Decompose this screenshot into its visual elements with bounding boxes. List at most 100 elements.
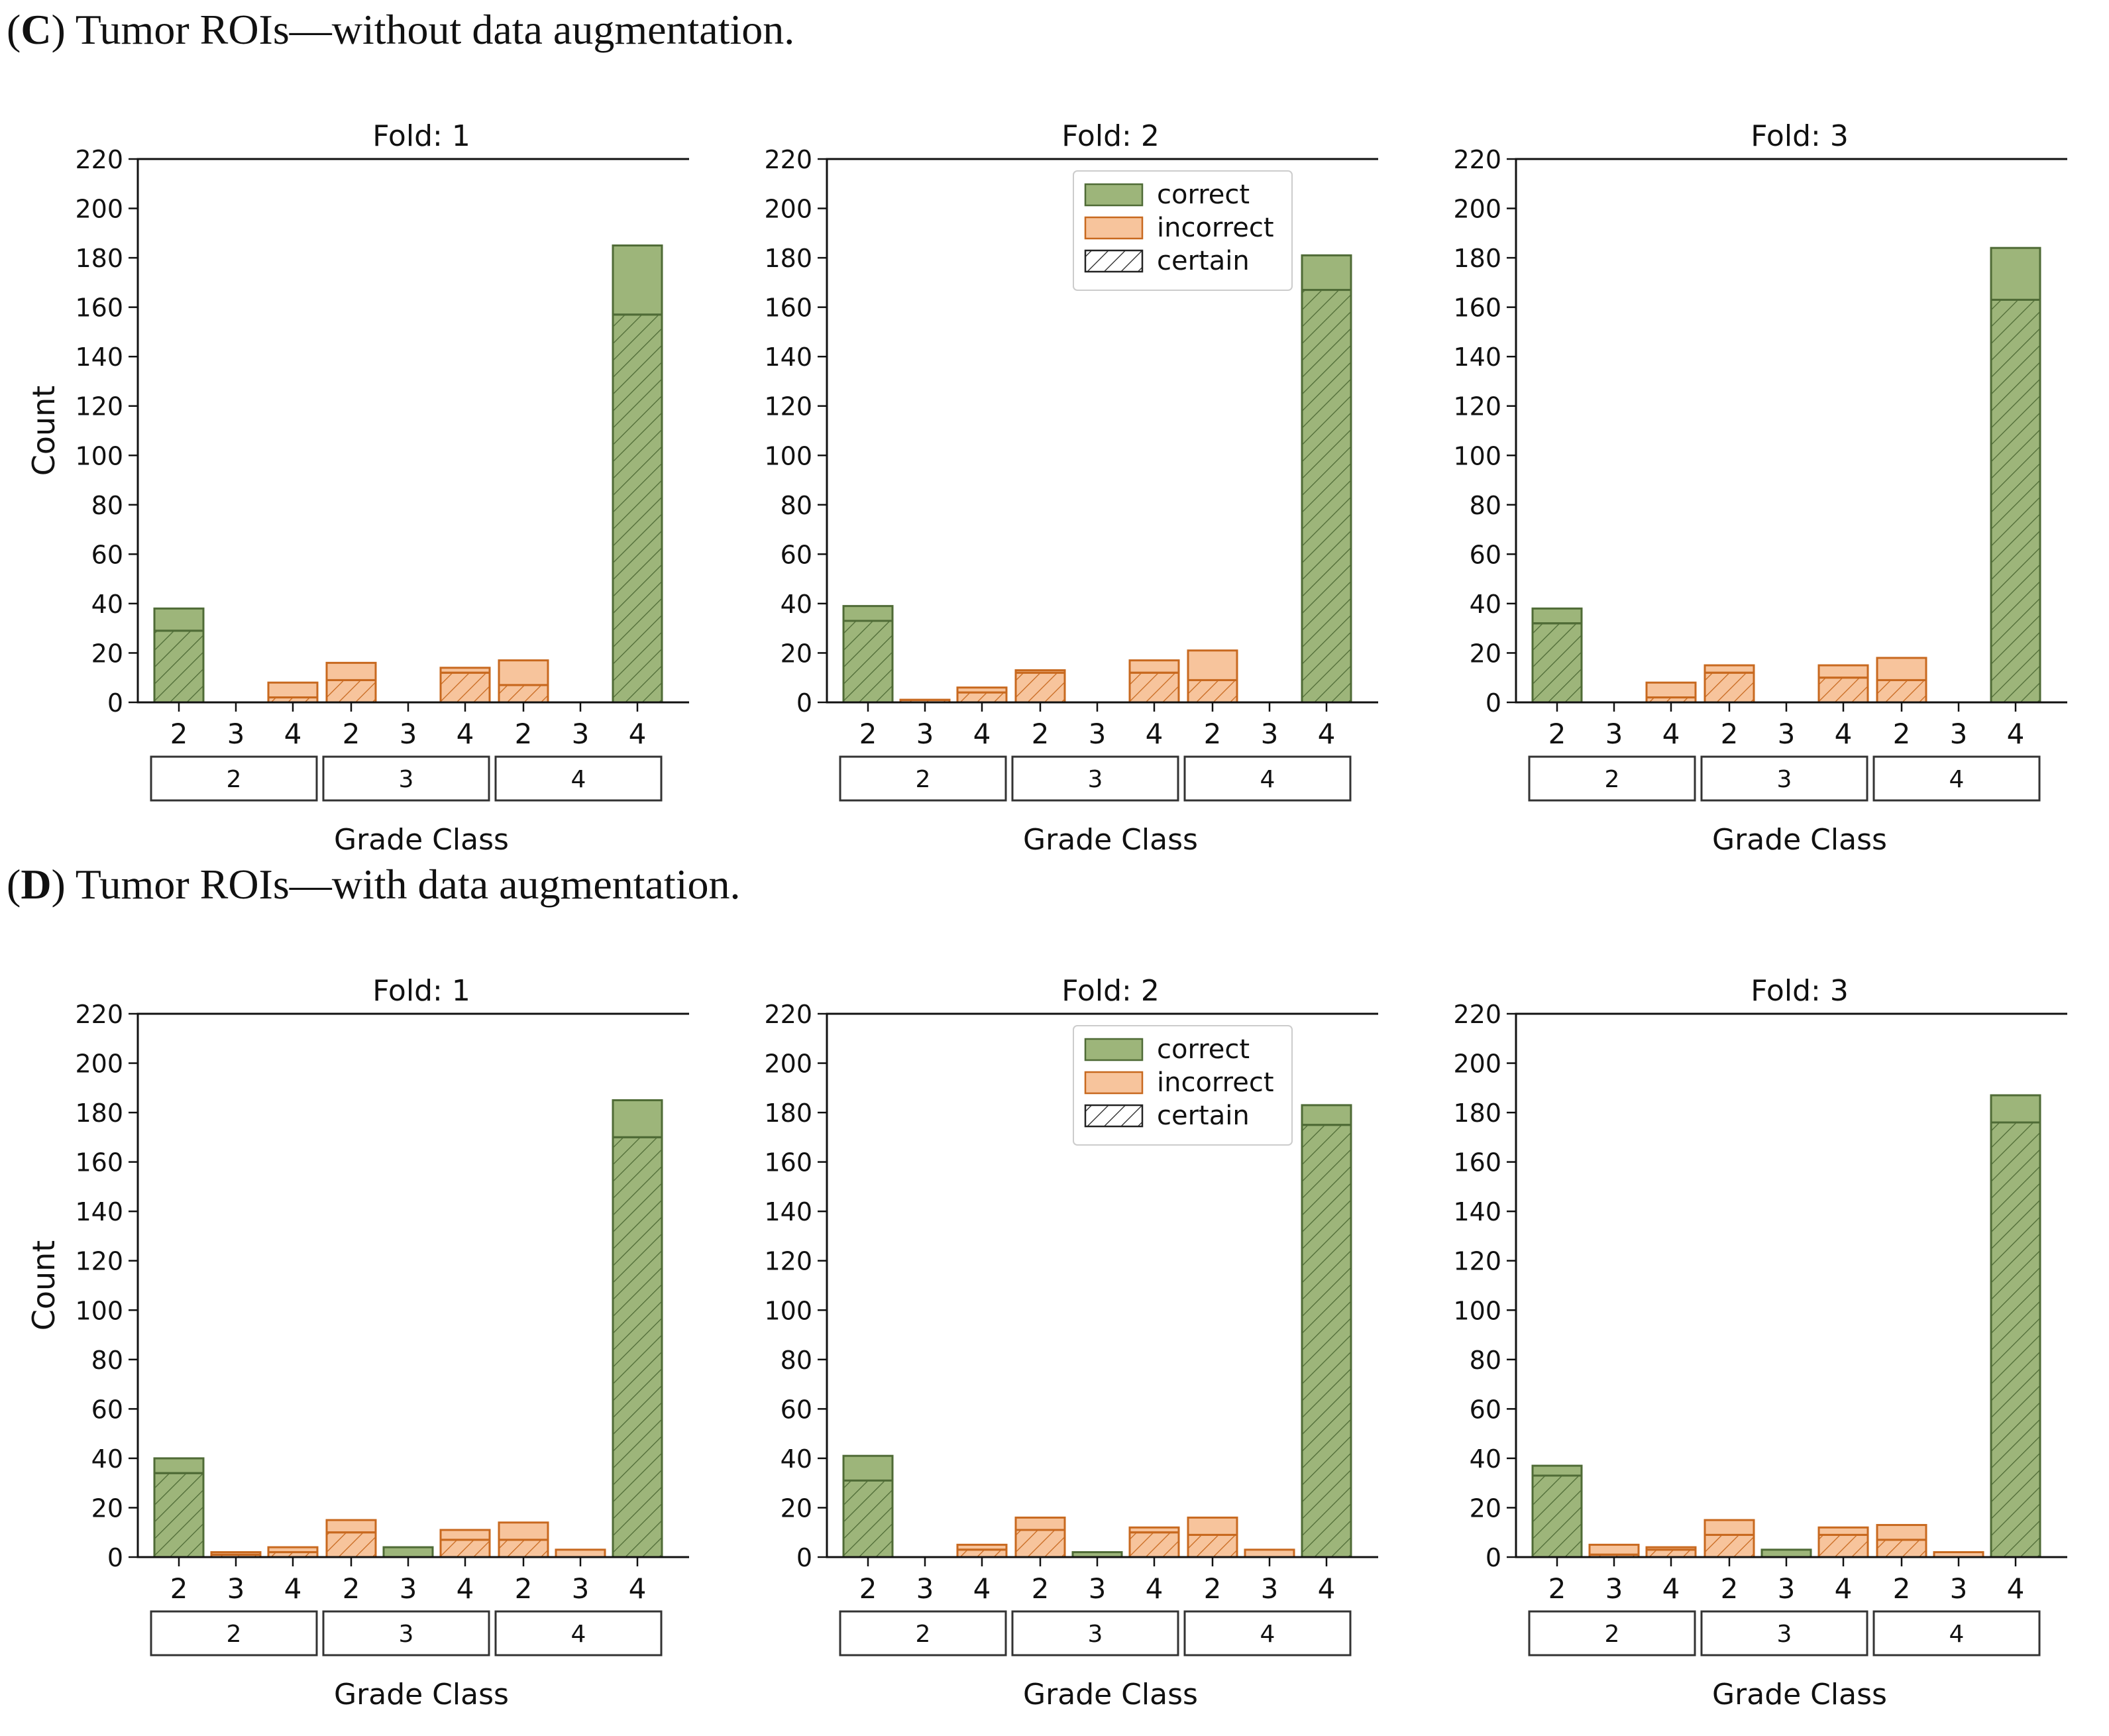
bar-certain-hatch [842,620,894,704]
bar-certain-hatch [1187,1533,1238,1558]
group-box [1011,755,1179,802]
group-label: 2 [1605,766,1620,793]
section-d-close-paren: ) [51,861,66,908]
x-tick-label: 2 [1893,718,1911,750]
legend-certain-label: certain [1157,246,1250,276]
x-axis-label: Grade Class [334,1678,509,1711]
x-tick-label: 2 [1893,1572,1911,1605]
y-tick-label: 140 [75,1197,123,1226]
x-axis-label: Grade Class [1023,823,1198,857]
chart-title: Fold: 2 [1061,119,1160,153]
y-tick-label: 60 [781,540,812,569]
y-tick-label: 140 [764,1197,812,1226]
x-tick-label: 4 [1146,718,1163,750]
bar-certain-hatch [439,1539,491,1558]
bar-certain-hatch [956,691,1008,704]
group-box [839,755,1007,802]
group-label: 2 [916,766,931,793]
x-tick-label: 4 [457,1572,474,1605]
group-label: 3 [399,766,414,793]
y-tick-label: 220 [764,1000,812,1029]
y-tick-label: 120 [1453,392,1501,421]
y-tick-label: 80 [91,491,123,520]
x-tick-label: 2 [1548,1572,1566,1605]
group-label: 4 [1260,1621,1275,1648]
chart-c-fold-2: Fold: 2 0 20 40 60 80 100 120 140 160 180 200 220 2 3 4… [702,99,1378,881]
y-tick-label: 0 [1486,1543,1501,1572]
group-label: 4 [571,1621,586,1648]
section-c-open-paren: ( [7,6,21,53]
y-tick-label: 140 [1453,1197,1501,1226]
section-c-close-paren: ) [51,6,66,53]
legend-certain-label: certain [1157,1101,1250,1131]
x-tick-label: 2 [1204,1572,1222,1605]
x-tick-label: 3 [400,718,417,750]
group-label: 2 [916,1621,931,1648]
y-tick-label: 20 [1470,1493,1501,1523]
bar-incorrect [555,1548,606,1558]
bar-certain-hatch [498,684,549,704]
x-tick-label: 4 [1318,1572,1336,1605]
y-tick-label: 0 [107,1543,123,1572]
plot-frame [826,158,1378,704]
y-tick-label: 60 [1470,1395,1501,1424]
y-tick-label: 180 [1453,1099,1501,1128]
x-tick-label: 3 [916,718,934,750]
x-tick-label: 2 [170,718,188,750]
group-label: 4 [1949,1621,1965,1648]
x-tick-label: 3 [227,1572,245,1605]
y-tick-label: 220 [764,145,812,174]
group-box [150,755,318,802]
x-tick-label: 4 [1662,1572,1680,1605]
y-tick-label: 160 [1453,294,1501,323]
group-label: 2 [227,766,242,793]
plot-frame [1515,158,2067,704]
y-tick-label: 180 [1453,244,1501,273]
x-tick-label: 3 [1261,1572,1279,1605]
x-tick-label: 2 [515,718,533,750]
x-tick-label: 3 [227,718,245,750]
bar-certain-hatch [612,1136,663,1558]
chart-c-fold-1: Fold: 1 0 20 40 60 80 100 120 140 160 180 200 220 Cou… [13,99,689,881]
x-tick-label: 4 [1835,718,1853,750]
legend-correct-label: correct [1157,1034,1250,1065]
y-tick-label: 60 [781,1395,812,1424]
x-tick-label: 4 [1146,1572,1163,1605]
section-c-text: Tumor ROIs—without data augmentation. [65,6,795,53]
y-tick-label: 160 [764,294,812,323]
legend-certain-swatch [1084,249,1144,273]
chart-d-fold-1: Fold: 1 0 20 40 60 80 100 120 140 160 180 200 220 Cou… [13,954,689,1736]
bar-certain-hatch [1876,1539,1927,1558]
x-tick-label: 4 [629,718,647,750]
bar-certain-hatch [153,629,205,704]
y-tick-label: 180 [764,1099,812,1128]
y-tick-label: 180 [75,1099,123,1128]
y-tick-label: 200 [1453,195,1501,224]
chart-title: Fold: 1 [372,119,470,153]
x-tick-label: 4 [284,718,302,750]
y-tick-label: 120 [75,392,123,421]
chart-title: Fold: 2 [1061,974,1160,1008]
group-box [322,755,490,802]
y-tick-label: 100 [764,1296,812,1325]
x-tick-label: 3 [1089,718,1107,750]
legend-certain-swatch [1084,1104,1144,1128]
x-tick-label: 3 [1605,718,1623,750]
x-tick-label: 4 [2007,1572,2025,1605]
chart-title: Fold: 3 [1751,974,1849,1008]
group-label: 4 [571,766,586,793]
legend-correct-label: correct [1157,180,1250,210]
bar-certain-hatch [1817,1533,1869,1558]
y-tick-label: 200 [764,195,812,224]
y-tick-label: 120 [75,1247,123,1276]
x-tick-label: 4 [1662,718,1680,750]
y-tick-label: 160 [764,1148,812,1177]
legend-incorrect-swatch [1084,216,1144,240]
bar-certain-hatch [1703,1533,1755,1558]
legend-incorrect-label: incorrect [1157,213,1274,243]
y-tick-label: 80 [1470,1346,1501,1375]
x-tick-label: 3 [1778,718,1796,750]
bar-certain-hatch [498,1539,549,1558]
bar-certain-hatch [439,671,491,704]
x-tick-label: 4 [973,718,991,750]
